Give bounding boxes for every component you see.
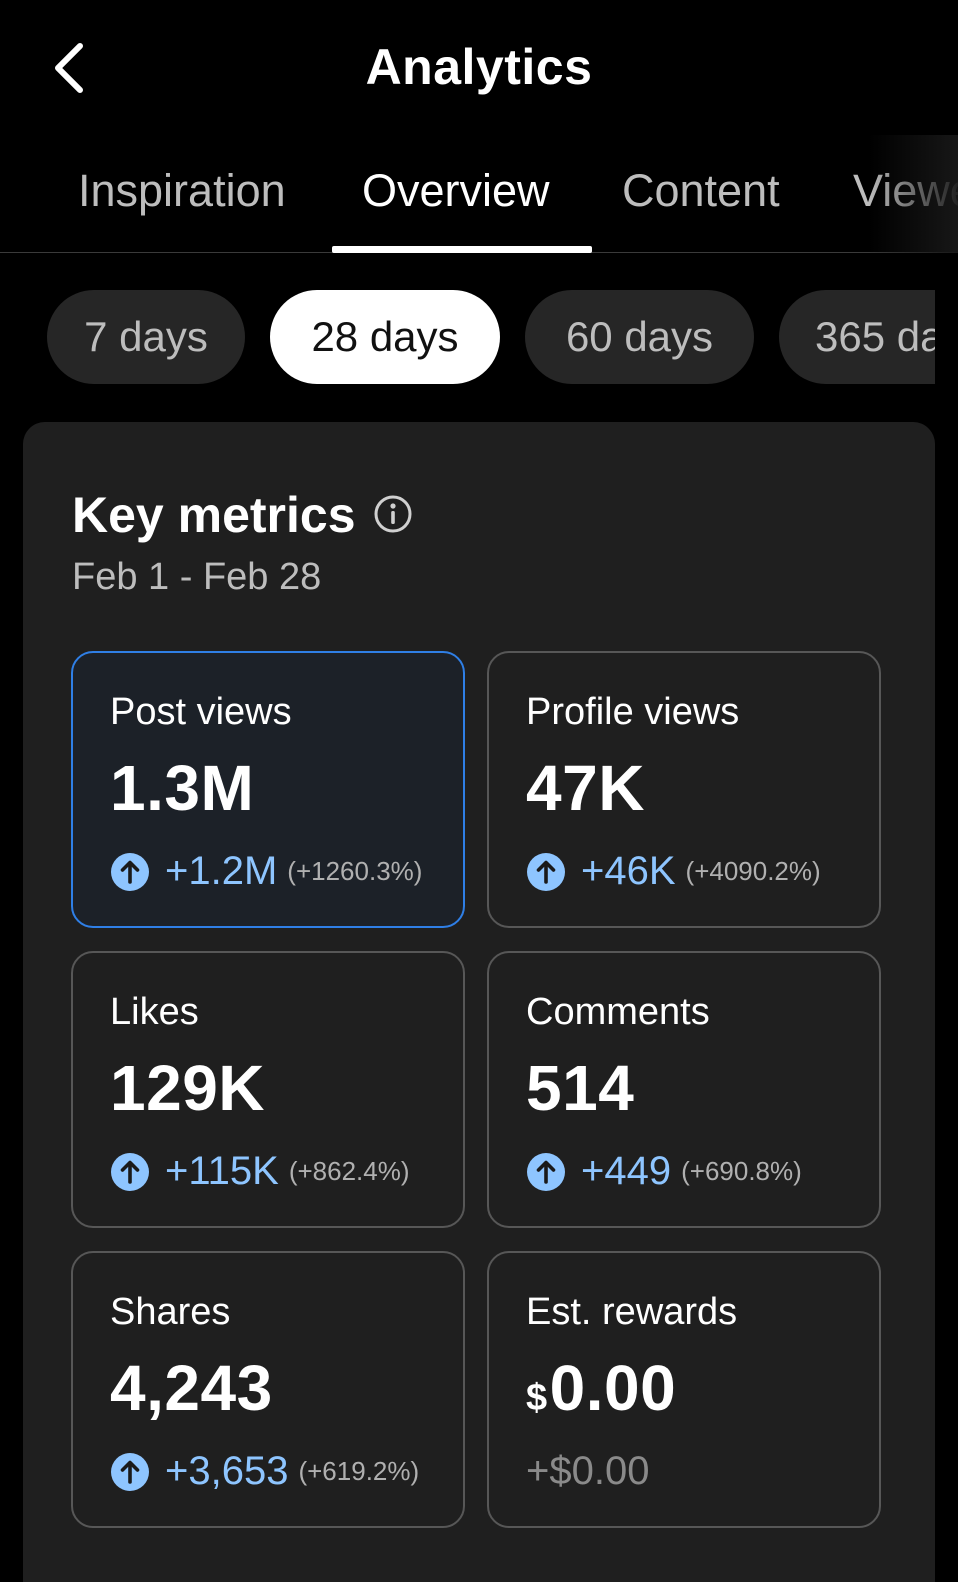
metric-label: Likes [110,991,199,1033]
metric-value: 514 [526,1052,635,1124]
tab-content[interactable]: Content [622,165,780,216]
arrow-up-circle-icon [527,852,565,891]
metric-est-rewards[interactable]: Est. rewards $0.00 +$0.00 [487,1251,881,1528]
delta-absolute: +46K [581,849,676,893]
delta-absolute: +3,653 [165,1449,289,1493]
metric-label: Shares [110,1291,231,1333]
delta-percent: (+1260.3%) [287,856,423,886]
metric-value: 1.3M [110,752,255,824]
metric-delta: +46K (+4090.2%) [526,849,821,894]
tab-bar: Inspiration Overview Content Viewers [0,135,958,253]
metric-value: 47K [526,752,645,824]
tab-inspiration[interactable]: Inspiration [78,165,286,216]
arrow-up-circle-icon [111,1452,149,1491]
delta-absolute: +1.2M [165,849,278,893]
header: Analytics [0,0,958,135]
metric-label: Profile views [526,691,740,733]
currency-symbol: $ [526,1377,548,1419]
period-chip-60-days[interactable]: 60 days [525,290,754,384]
metric-delta: +$0.00 [526,1449,649,1494]
key-metrics-card: Key metrics Feb 1 - Feb 28 Post views 1.… [23,422,935,1582]
metric-delta: +115K (+862.4%) [110,1149,410,1194]
arrow-up-circle-icon [111,1152,149,1191]
date-range: Feb 1 - Feb 28 [72,556,322,598]
arrow-up-circle-icon [111,852,149,891]
metric-post-views[interactable]: Post views 1.3M +1.2M (+1260.3%) [71,651,465,928]
delta-percent: (+619.2%) [298,1456,420,1486]
metric-value: 129K [110,1052,265,1124]
delta-absolute: +$0.00 [526,1449,650,1493]
metric-profile-views[interactable]: Profile views 47K +46K (+4090.2%) [487,651,881,928]
period-chip-28-days[interactable]: 28 days [270,290,500,384]
page-title: Analytics [365,39,593,95]
metric-value-amount: 0.00 [549,1352,677,1424]
metric-label: Est. rewards [526,1291,738,1333]
delta-absolute: +449 [581,1149,672,1193]
key-metrics-title: Key metrics [72,487,356,543]
metric-label: Post views [110,691,292,733]
period-chip-365-days[interactable]: 365 days [779,290,935,384]
metric-value: 4,243 [110,1352,273,1424]
period-selector: 7 days 28 days 60 days 365 days [0,288,935,386]
metric-likes[interactable]: Likes 129K +115K (+862.4%) [71,951,465,1228]
metric-shares[interactable]: Shares 4,243 +3,653 (+619.2%) [71,1251,465,1528]
delta-percent: (+4090.2%) [685,856,821,886]
arrow-up-circle-icon [527,1152,565,1191]
metric-label: Comments [526,991,710,1033]
metric-delta: +1.2M (+1260.3%) [110,849,422,894]
chevron-left-icon [55,43,83,93]
delta-percent: (+862.4%) [288,1156,410,1186]
tab-viewers[interactable]: Viewers [853,165,958,216]
metric-value: $0.00 [526,1351,676,1425]
period-chip-7-days[interactable]: 7 days [47,290,245,384]
tab-active-indicator [332,246,592,253]
back-button[interactable] [40,38,96,98]
delta-absolute: +115K [165,1149,279,1193]
delta-percent: (+690.8%) [681,1156,802,1186]
info-circle-icon[interactable] [373,494,413,534]
metric-delta: +449 (+690.8%) [526,1149,802,1194]
tab-overview[interactable]: Overview [362,165,550,216]
metric-delta: +3,653 (+619.2%) [110,1449,419,1494]
metric-comments[interactable]: Comments 514 +449 (+690.8%) [487,951,881,1228]
